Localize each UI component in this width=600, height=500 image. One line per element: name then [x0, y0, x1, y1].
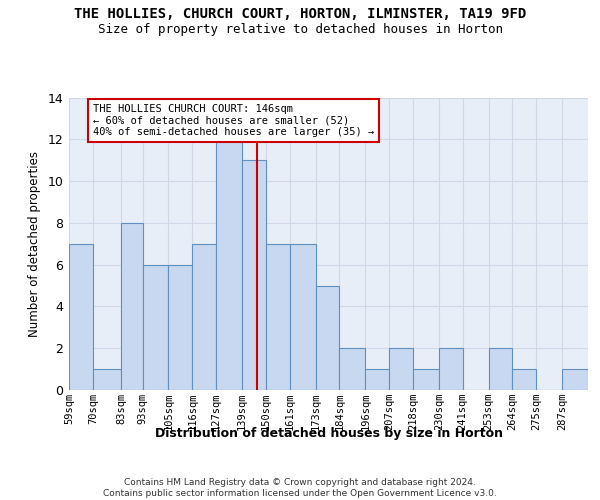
- Bar: [121, 223, 143, 390]
- Bar: [413, 369, 439, 390]
- Bar: [562, 369, 588, 390]
- Text: Distribution of detached houses by size in Horton: Distribution of detached houses by size …: [155, 428, 503, 440]
- Bar: [512, 369, 536, 390]
- Bar: [69, 244, 93, 390]
- Bar: [169, 264, 192, 390]
- Bar: [192, 244, 216, 390]
- Bar: [290, 244, 316, 390]
- Bar: [488, 348, 512, 390]
- Bar: [143, 264, 169, 390]
- Bar: [242, 160, 266, 390]
- Text: Contains HM Land Registry data © Crown copyright and database right 2024.
Contai: Contains HM Land Registry data © Crown c…: [103, 478, 497, 498]
- Y-axis label: Number of detached properties: Number of detached properties: [28, 151, 41, 337]
- Text: THE HOLLIES CHURCH COURT: 146sqm
← 60% of detached houses are smaller (52)
40% o: THE HOLLIES CHURCH COURT: 146sqm ← 60% o…: [93, 104, 374, 137]
- Bar: [216, 140, 242, 390]
- Text: THE HOLLIES, CHURCH COURT, HORTON, ILMINSTER, TA19 9FD: THE HOLLIES, CHURCH COURT, HORTON, ILMIN…: [74, 8, 526, 22]
- Bar: [340, 348, 365, 390]
- Bar: [365, 369, 389, 390]
- Bar: [93, 369, 121, 390]
- Bar: [266, 244, 290, 390]
- Text: Size of property relative to detached houses in Horton: Size of property relative to detached ho…: [97, 22, 503, 36]
- Bar: [439, 348, 463, 390]
- Bar: [316, 286, 340, 390]
- Bar: [389, 348, 413, 390]
